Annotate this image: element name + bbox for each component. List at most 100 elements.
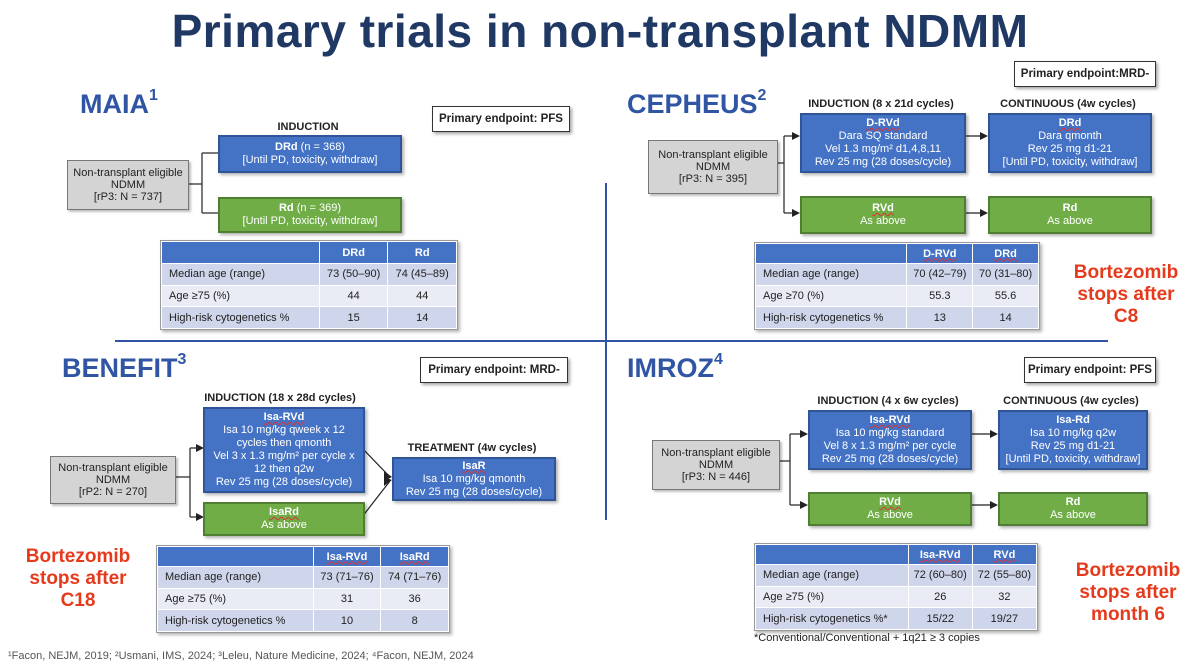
patients-line: [rP3: N = 446] [681, 471, 751, 483]
col-header: D-RVd [906, 243, 974, 264]
trial-name: BENEFIT [62, 353, 178, 383]
benefit-table: Isa-RVd IsaRd Median age (range) 73 (71–76… [156, 545, 450, 633]
table-row: Median age (range) 73 (50–90) 74 (45–89) [161, 263, 457, 286]
benefit-endpoint: Primary endpoint: MRD- [420, 357, 568, 383]
arm-title: Rd [1065, 496, 1081, 508]
patients-line: Non-transplant eligible [58, 462, 168, 474]
quadrant-dividers [115, 183, 1108, 520]
benefit-induction-isard: IsaRd As above [203, 502, 365, 536]
maia-table: DRd Rd Median age (range) 73 (50–90) 74 (45… [160, 240, 458, 330]
imroz-footnote: *Conventional/Conventional + 1q21 ≥ 3 co… [754, 632, 980, 644]
imroz-induction-header: INDUCTION (4 x 6w cycles) [817, 395, 959, 407]
cepheus-title: CEPHEUS2 [627, 87, 767, 120]
cepheus-continuous-header: CONTINUOUS (4w cycles) [1000, 98, 1136, 110]
maia-patients-box: Non-transplant eligible NDMM [rP3: N = 7… [67, 160, 189, 210]
table-row: Age ≥75 (%) 26 32 [755, 585, 1038, 609]
imroz-title: IMROZ4 [627, 351, 723, 384]
benefit-bortezomib-note: Bortezomib stops after C18 [25, 546, 131, 611]
arm-title: RVd [872, 202, 894, 214]
arm-title: Isa-RVd [263, 411, 305, 423]
cepheus-continuous-rd: Rd As above [988, 196, 1152, 234]
col-header: Isa-RVd [907, 544, 973, 565]
maia-title: MAIA1 [80, 87, 158, 120]
benefit-induction-isarvd: Isa-RVd Isa 10 mg/kg qweek x 12 cycles t… [203, 407, 365, 493]
maia-endpoint: Primary endpoint: PFS [432, 106, 570, 132]
ref-number: 4 [714, 351, 723, 368]
table-row: Median age (range) 70 (42–79) 70 (31–80) [754, 263, 1039, 286]
patients-line: Non-transplant eligible [73, 167, 183, 179]
arm-title: Rd [1062, 202, 1078, 214]
table-row: High-risk cytogenetics % 10 8 [157, 609, 449, 632]
maia-arm-rd: Rd (n = 369) [Until PD, toxicity, withdr… [218, 197, 402, 233]
table-row: Median age (range) 73 (71–76) 74 (71–76) [157, 566, 449, 589]
imroz-patients-box: Non-transplant eligible NDMM [rP3: N = 4… [652, 440, 780, 490]
imroz-continuous-isard: Isa-Rd Isa 10 mg/kg q2w Rev 25 mg d1-21 … [998, 410, 1148, 470]
ref-number: 2 [757, 87, 767, 104]
table-row: High-risk cytogenetics % 15 14 [161, 306, 457, 329]
patients-line: NDMM [698, 459, 734, 471]
slide-title: Primary trials in non-transplant NDMM [171, 5, 1029, 57]
patients-line: Non-transplant eligible [661, 447, 771, 459]
table-row: High-risk cytogenetics %* 15/22 19/27 [755, 607, 1038, 630]
benefit-treatment-header: TREATMENT (4w cycles) [407, 442, 537, 454]
col-header: IsaRd [380, 546, 449, 567]
col-header: DRd [318, 241, 389, 264]
patients-line: [rP2: N = 270] [78, 486, 148, 498]
cepheus-endpoint: Primary endpoint:MRD- [1014, 61, 1156, 87]
table-row: Age ≥70 (%) 55.3 55.6 [754, 284, 1039, 308]
arm-title: Rd [278, 202, 294, 214]
imroz-induction-isarvd: Isa-RVd Isa 10 mg/kg standard Vel 8 x 1.… [808, 410, 972, 470]
patients-line: NDMM [695, 161, 731, 173]
benefit-treatment-isar: IsaR Isa 10 mg/kg qmonth Rev 25 mg (28 d… [392, 457, 556, 501]
imroz-table: Isa-RVd RVd Median age (range) 72 (60–80) 7… [754, 543, 1038, 631]
patients-line: [rP3: N = 395] [678, 173, 748, 185]
cepheus-induction-rvd: RVd As above [800, 196, 966, 234]
arm-title: IsaRd [269, 506, 299, 518]
arm-title: IsaR [462, 459, 486, 472]
arm-title: Isa-Rd [1056, 414, 1090, 426]
ref-number: 3 [177, 351, 187, 368]
arm-title: Isa-RVd [869, 414, 911, 426]
cepheus-induction-drvd: D-RVd Dara SQ standard Vel 1.3 mg/m² d1,… [800, 113, 966, 173]
cepheus-table: D-RVd DRd Median age (range) 70 (42–79) 70 … [754, 242, 1040, 330]
col-header: RVd [971, 544, 1038, 565]
arm-detail: [Until PD, toxicity, withdraw] [242, 154, 378, 166]
benefit-patients-box: Non-transplant eligible NDMM [rP2: N = 2… [50, 456, 176, 504]
benefit-title: BENEFIT3 [62, 351, 187, 384]
arm-detail: [Until PD, toxicity, withdraw] [242, 215, 378, 227]
maia-induction-header: INDUCTION [277, 121, 339, 133]
col-header: Isa-RVd [312, 546, 382, 567]
patients-line: [rP3: N = 737] [93, 191, 163, 203]
imroz-endpoint: Primary endpoint: PFS [1024, 357, 1156, 383]
arm-title: RVd [879, 496, 901, 508]
cepheus-induction-header: INDUCTION (8 x 21d cycles) [808, 98, 954, 110]
arm-title: DRd [1058, 117, 1082, 129]
patients-line: NDMM [110, 179, 146, 191]
table-row: Median age (range) 72 (60–80) 72 (55–80) [755, 564, 1038, 587]
arm-n: (n = 368) [297, 141, 345, 153]
table-row: High-risk cytogenetics % 13 14 [754, 306, 1039, 329]
col-header: Rd [387, 241, 457, 264]
table-row: Age ≥75 (%) 44 44 [161, 284, 457, 308]
cepheus-continuous-drd: DRd Dara qmonth Rev 25 mg d1-21 [Until P… [988, 113, 1152, 173]
cepheus-patients-box: Non-transplant eligible NDMM [rP3: N = 3… [648, 140, 778, 194]
arm-title: DRd [275, 141, 298, 153]
table-row: Age ≥75 (%) 31 36 [157, 587, 449, 611]
benefit-induction-header: INDUCTION (18 x 28d cycles) [204, 392, 356, 404]
ref-number: 1 [149, 87, 158, 104]
patients-line: Non-transplant eligible [658, 149, 768, 161]
trial-name: IMROZ [627, 353, 714, 383]
references: ¹Facon, NEJM, 2019; ²Usmani, IMS, 2024; … [8, 650, 474, 662]
trial-name: CEPHEUS [627, 89, 758, 119]
imroz-continuous-header: CONTINUOUS (4w cycles) [1003, 395, 1139, 407]
arm-n: (n = 369) [293, 202, 342, 214]
imroz-continuous-rd: Rd As above [998, 492, 1148, 526]
patients-line: NDMM [95, 474, 131, 486]
imroz-induction-rvd: RVd As above [808, 492, 972, 526]
cepheus-bortezomib-note: Bortezomib stops after C8 [1073, 262, 1179, 327]
arm-title: D-RVd [866, 117, 900, 129]
maia-arm-drd: DRd (n = 368) [Until PD, toxicity, withd… [218, 135, 402, 173]
imroz-bortezomib-note: Bortezomib stops after month 6 [1075, 560, 1181, 625]
col-header: DRd [972, 243, 1039, 264]
